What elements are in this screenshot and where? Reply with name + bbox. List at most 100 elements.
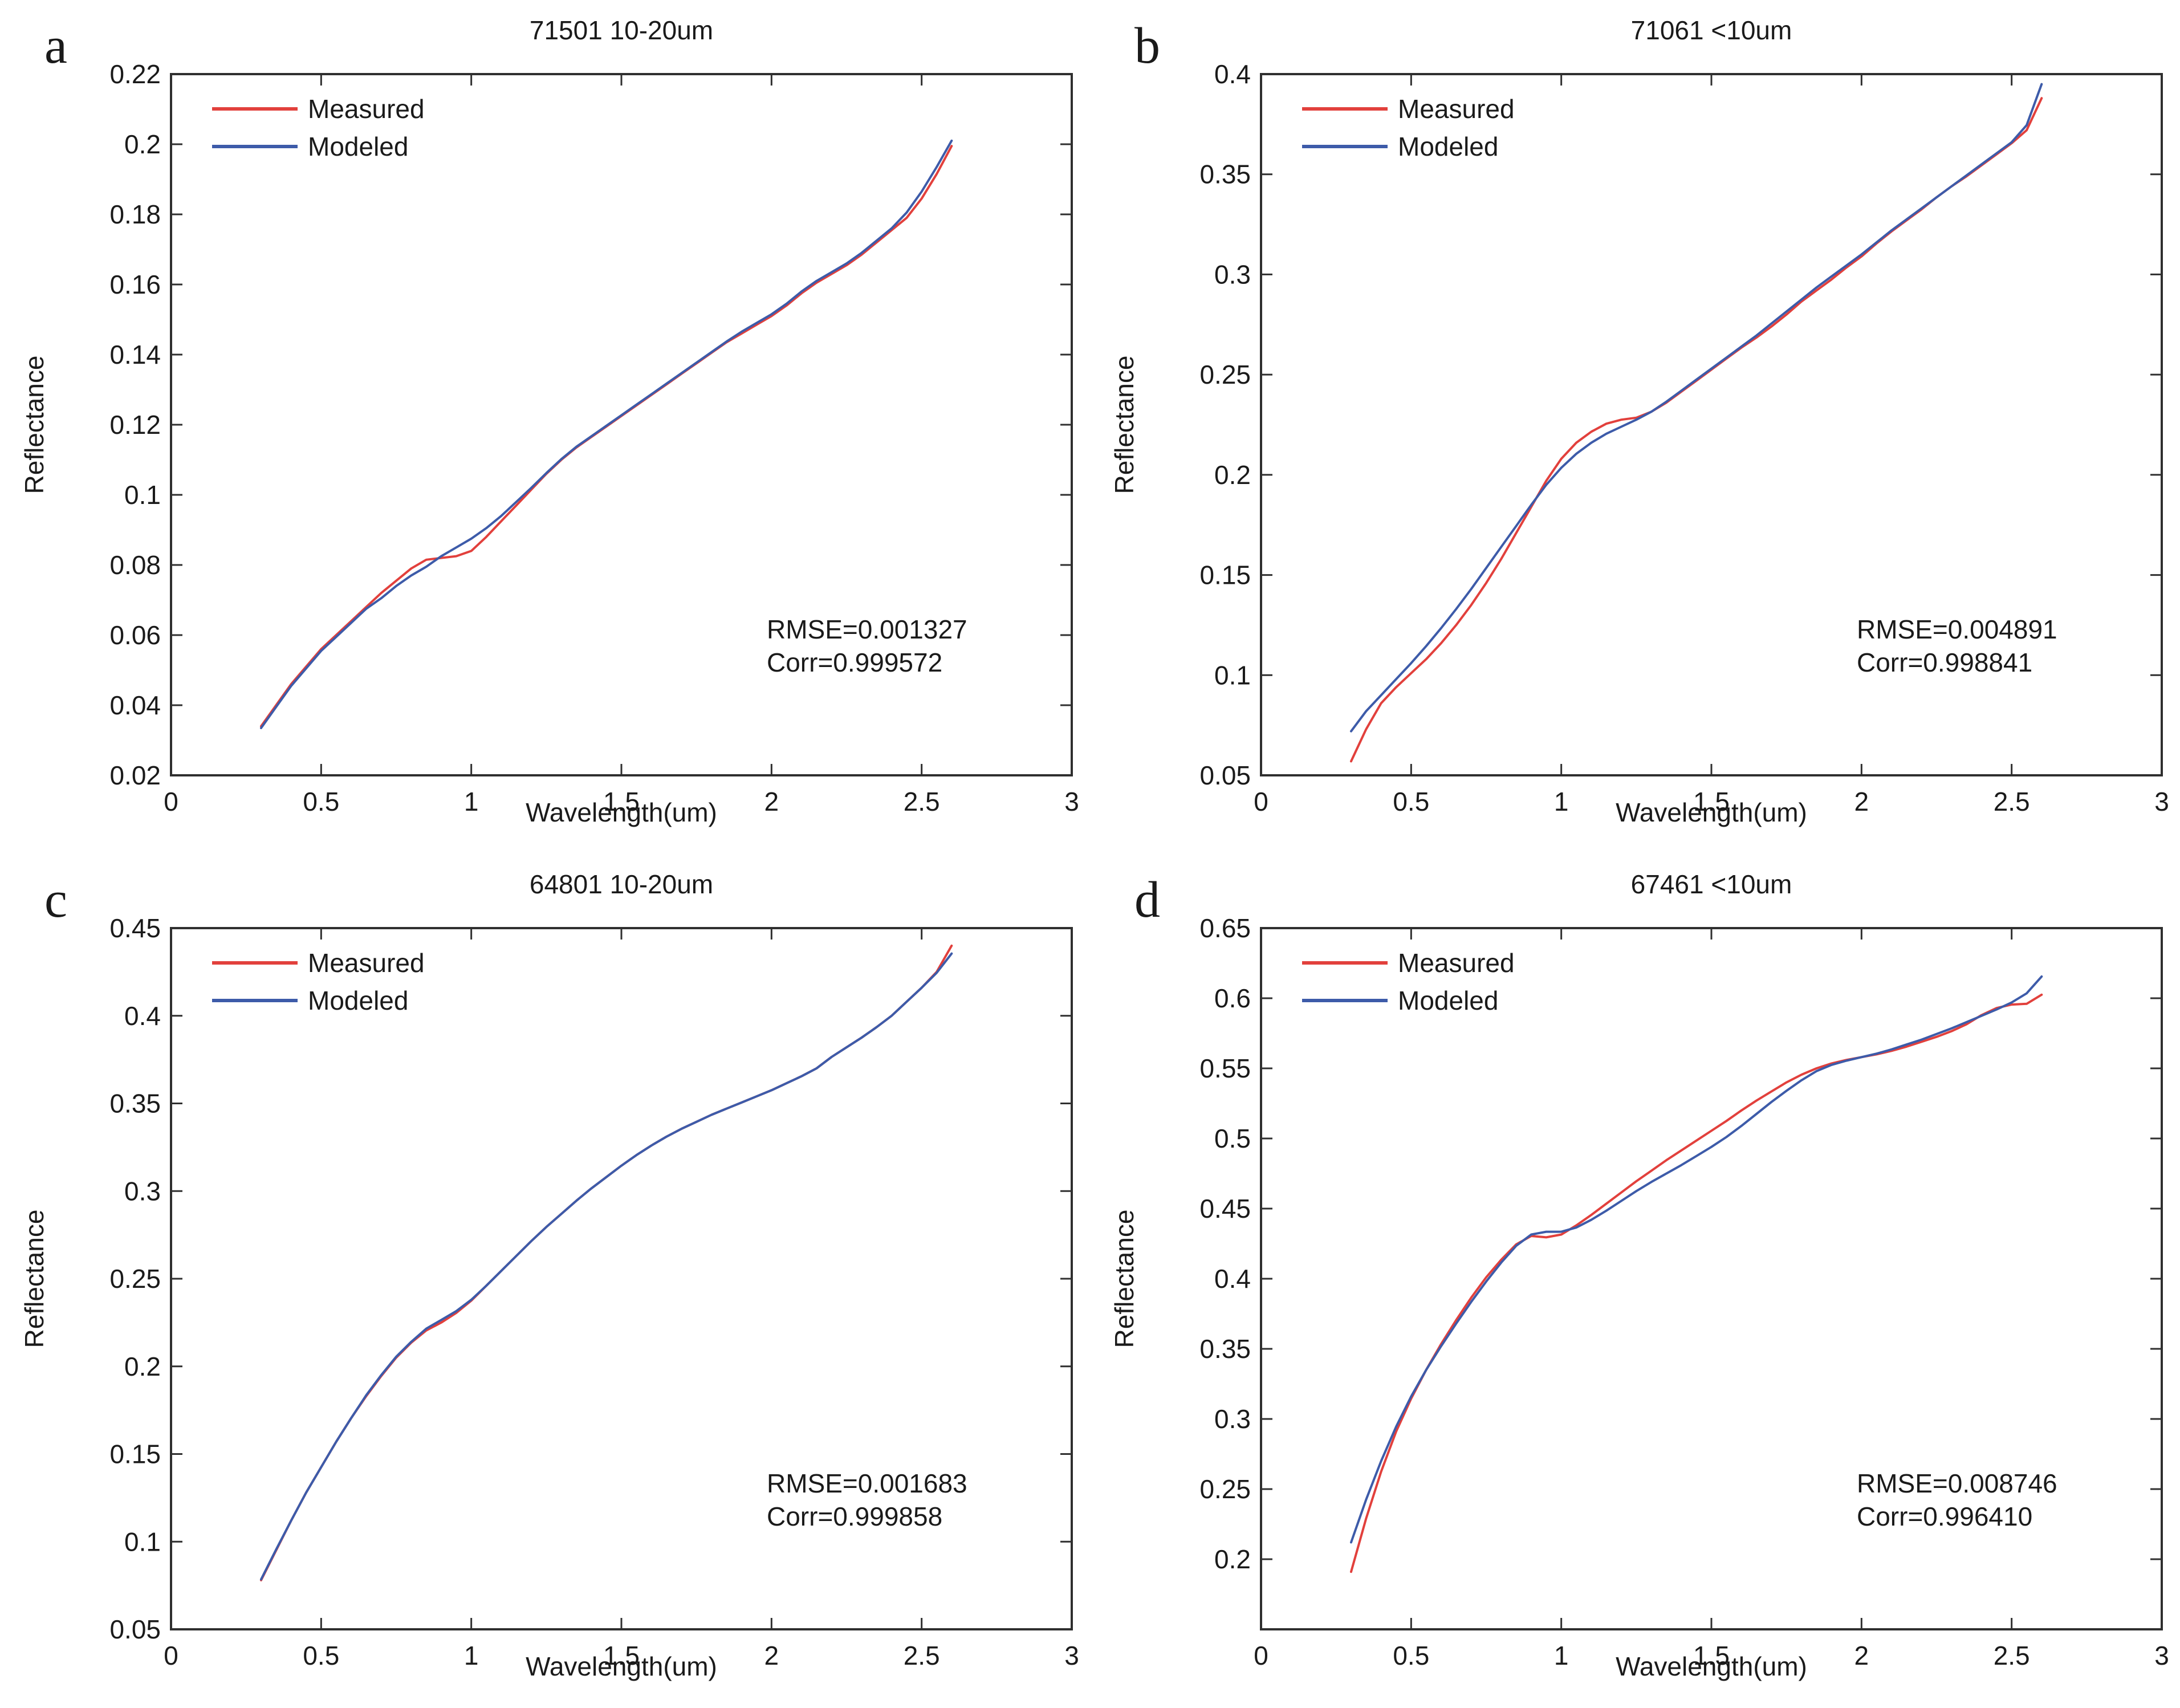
legend-item-measured: Measured [212,944,425,982]
x-axis-label-b: Wavelength(um) [1616,798,1807,827]
svg-text:2.5: 2.5 [904,1641,940,1670]
legend-item-measured: Measured [1302,944,1515,982]
svg-text:0.3: 0.3 [1214,1404,1251,1434]
legend-label: Modeled [1398,986,1499,1015]
panel-letter-a: a [44,18,67,74]
rmse-value: RMSE=0.001327 [767,615,967,644]
svg-text:0.2: 0.2 [1214,1544,1251,1574]
stats-annotation-d: RMSE=0.008746 Corr=0.996410 [1857,1467,2057,1533]
svg-text:0.4: 0.4 [1214,59,1251,89]
modeled-line-swatch [1302,999,1388,1002]
measured-line-swatch [212,107,298,111]
svg-text:0.4: 0.4 [124,1001,161,1031]
plot-area-d: 0 0.5 1 1.5 2 2.5 3 0.2 0.25 0.3 0.35 0.4 0.45 0.5 0.5… [1199,913,2169,1670]
svg-text:0.1: 0.1 [124,480,161,510]
svg-text:0.5: 0.5 [1393,787,1429,816]
legend-c: Measured Modeled [212,944,425,1019]
x-axis-label-a: Wavelength(um) [526,798,717,827]
svg-text:0.6: 0.6 [1214,983,1251,1013]
legend-label: Modeled [308,986,409,1015]
corr-value: Corr=0.998841 [1857,648,2033,677]
legend-label: Measured [1398,948,1515,978]
svg-text:0.08: 0.08 [109,550,161,580]
panel-c: c 64801 10-20um Reflectance Wavelength(u… [0,854,1090,1708]
svg-text:0.04: 0.04 [109,690,161,720]
svg-text:0.4: 0.4 [1214,1264,1251,1294]
legend-b: Measured Modeled [1302,90,1515,165]
svg-text:0.15: 0.15 [1199,560,1251,590]
plot-area-a: 0 0.5 1 1.5 2 2.5 3 0.02 0.04 0.06 0.08 0.1 0.12 0.14… [109,59,1079,816]
svg-text:3: 3 [2154,1641,2169,1670]
svg-text:0.1: 0.1 [1214,660,1251,690]
legend-label: Modeled [1398,132,1499,161]
svg-text:0.5: 0.5 [303,787,339,816]
svg-text:0: 0 [164,787,178,816]
legend-label: Measured [308,94,425,124]
measured-line-swatch [1302,107,1388,111]
svg-text:0.05: 0.05 [1199,761,1251,790]
svg-text:2: 2 [764,787,779,816]
svg-text:0.5: 0.5 [1214,1124,1251,1153]
legend-item-modeled: Modeled [1302,128,1515,165]
svg-text:0.14: 0.14 [109,340,161,369]
legend-item-modeled: Modeled [212,128,425,165]
svg-text:3: 3 [1064,1641,1079,1670]
svg-text:0.45: 0.45 [1199,1194,1251,1223]
svg-text:0.5: 0.5 [1393,1641,1429,1670]
svg-text:1.5: 1.5 [603,787,640,816]
panel-d: d 67461 <10um Reflectance Wavelength(um)… [1090,854,2180,1708]
svg-text:0.45: 0.45 [109,913,161,943]
svg-text:1.5: 1.5 [603,1641,640,1670]
stats-annotation-c: RMSE=0.001683 Corr=0.999858 [767,1467,967,1533]
legend-label: Measured [1398,94,1515,124]
svg-text:0.1: 0.1 [124,1527,161,1556]
chart-title-a: 71501 10-20um [529,15,714,45]
svg-text:0: 0 [1254,787,1268,816]
svg-text:0: 0 [1254,1641,1268,1670]
svg-text:2.5: 2.5 [904,787,940,816]
svg-text:0.35: 0.35 [1199,160,1251,189]
svg-text:0.2: 0.2 [124,1352,161,1381]
svg-text:0.16: 0.16 [109,270,161,299]
modeled-line-swatch [212,999,298,1002]
chart-title-b: 71061 <10um [1630,15,1792,45]
svg-text:0: 0 [164,1641,178,1670]
svg-text:0.55: 0.55 [1199,1054,1251,1083]
svg-text:3: 3 [1064,787,1079,816]
legend-d: Measured Modeled [1302,944,1515,1019]
svg-text:2: 2 [764,1641,779,1670]
svg-text:1.5: 1.5 [1693,787,1730,816]
svg-text:0.2: 0.2 [1214,460,1251,490]
legend-item-measured: Measured [1302,90,1515,128]
svg-text:0.18: 0.18 [109,200,161,229]
svg-text:0.3: 0.3 [124,1176,161,1206]
panel-letter-c: c [44,872,67,928]
legend-label: Modeled [308,132,409,161]
legend-item-modeled: Modeled [212,982,425,1019]
measured-line-swatch [212,961,298,965]
plot-area-b: 0 0.5 1 1.5 2 2.5 3 0.05 0.1 0.15 0.2 0.25 0.3 0.35 0.… [1199,59,2169,816]
svg-text:2.5: 2.5 [1994,1641,2030,1670]
rmse-value: RMSE=0.008746 [1857,1469,2057,1498]
svg-text:0.35: 0.35 [109,1089,161,1119]
svg-text:2.5: 2.5 [1994,787,2030,816]
svg-text:0.25: 0.25 [1199,1474,1251,1504]
stats-annotation-b: RMSE=0.004891 Corr=0.998841 [1857,613,2057,679]
svg-text:0.15: 0.15 [109,1439,161,1469]
svg-text:1: 1 [1554,1641,1569,1670]
svg-text:0.02: 0.02 [109,761,161,790]
chart-title-d: 67461 <10um [1630,869,1792,899]
svg-text:0.5: 0.5 [303,1641,339,1670]
stats-annotation-a: RMSE=0.001327 Corr=0.999572 [767,613,967,679]
chart-title-c: 64801 10-20um [529,869,714,899]
svg-text:2: 2 [1854,1641,1869,1670]
legend-a: Measured Modeled [212,90,425,165]
panel-a: a 71501 10-20um Reflectance Wavelength(u… [0,0,1090,854]
panel-b: b 71061 <10um Reflectance Wavelength(um)… [1090,0,2180,854]
svg-text:0.25: 0.25 [109,1264,161,1294]
corr-value: Corr=0.996410 [1857,1502,2033,1531]
modeled-line-swatch [1302,145,1388,148]
svg-text:2: 2 [1854,787,1869,816]
plot-area-c: 0 0.5 1 1.5 2 2.5 3 0.05 0.1 0.15 0.2 0.25 0.3 0.35 0.… [109,913,1079,1670]
